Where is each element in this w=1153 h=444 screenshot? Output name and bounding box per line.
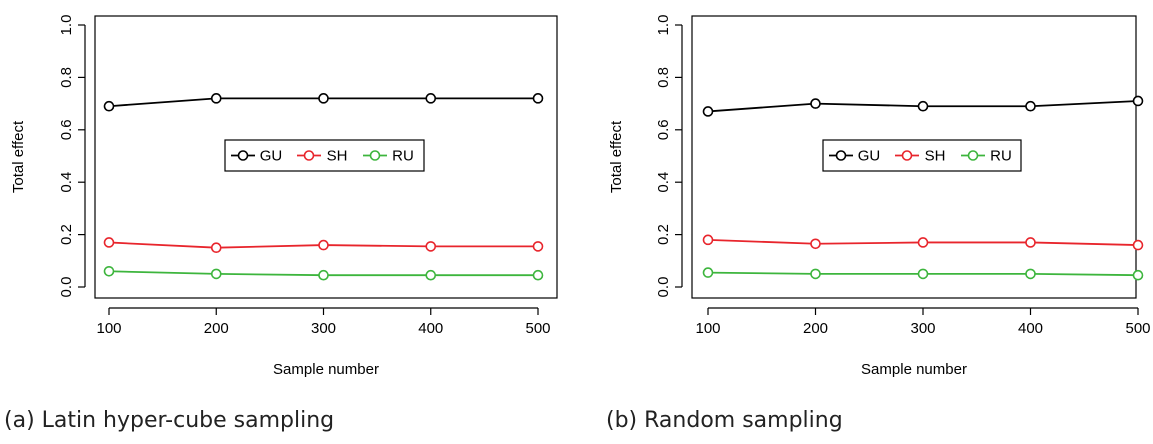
legend-label-ru: RU bbox=[990, 148, 1012, 165]
data-point-sh-1 bbox=[810, 238, 821, 250]
chart-a-caption: (a) Latin hyper-cube sampling bbox=[4, 408, 335, 433]
x-tick-label: 200 bbox=[204, 320, 229, 337]
data-point-gu-4 bbox=[1132, 95, 1144, 107]
data-point-gu-1 bbox=[210, 93, 222, 104]
legend-marker-ru bbox=[967, 150, 979, 161]
plot-frame bbox=[691, 15, 1137, 299]
data-point-ru-3 bbox=[1025, 268, 1036, 280]
y-axis-title: Total effect bbox=[608, 120, 625, 193]
legend-marker-ru bbox=[369, 150, 381, 161]
data-point-sh-0 bbox=[103, 237, 115, 248]
chart-panel-a: 100 200 300 400 500 0.0 0.2 0.4 0.6 0.8 1.0 Sample … bbox=[0, 0, 576, 444]
legend-label-ru: RU bbox=[392, 148, 414, 165]
legend: GU SH RU bbox=[224, 139, 425, 172]
legend-frame bbox=[822, 139, 1022, 172]
data-point-gu-1 bbox=[810, 98, 821, 109]
y-axis-title: Total effect bbox=[10, 120, 27, 193]
data-point-gu-4 bbox=[532, 93, 544, 104]
data-point-ru-3 bbox=[425, 269, 437, 281]
data-point-sh-0 bbox=[702, 234, 714, 246]
legend-label-gu: GU bbox=[858, 148, 881, 165]
x-axis-title: Sample number bbox=[273, 361, 379, 378]
x-tick-label: 400 bbox=[418, 320, 443, 337]
data-point-gu-3 bbox=[425, 93, 437, 104]
x-tick-label: 400 bbox=[1018, 320, 1043, 337]
y-tick-label: 0.6 bbox=[58, 119, 75, 140]
data-point-sh-2 bbox=[318, 239, 329, 251]
data-point-sh-3 bbox=[1025, 237, 1036, 248]
chart-b-svg: 100 200 300 400 500 0.0 0.2 0.4 0.6 0.8 1.0 Sample … bbox=[608, 15, 1151, 378]
data-point-sh-3 bbox=[425, 241, 437, 252]
data-point-ru-2 bbox=[917, 268, 929, 280]
data-point-gu-0 bbox=[103, 100, 115, 112]
x-tick-label: 100 bbox=[695, 320, 720, 337]
y-tick-label: 0.8 bbox=[58, 67, 75, 88]
y-tick-label: 0.6 bbox=[655, 119, 672, 140]
legend: GU SH RU bbox=[822, 139, 1022, 172]
legend-label-sh: SH bbox=[925, 148, 946, 165]
data-point-sh-4 bbox=[532, 241, 544, 252]
y-tick-label: 0.4 bbox=[655, 172, 672, 193]
data-point-sh-1 bbox=[210, 242, 222, 253]
chart-b-caption: (b) Random sampling bbox=[606, 408, 843, 433]
data-point-sh-4 bbox=[1132, 239, 1144, 251]
y-tick-label: 0.0 bbox=[58, 277, 75, 298]
x-tick-label: 300 bbox=[311, 320, 336, 337]
data-point-gu-2 bbox=[917, 100, 929, 112]
y-tick-label: 1.0 bbox=[58, 15, 75, 36]
x-axis-title: Sample number bbox=[861, 361, 967, 378]
legend-label-sh: SH bbox=[327, 148, 348, 165]
data-point-ru-0 bbox=[103, 265, 115, 277]
y-tick-label: 0.2 bbox=[58, 224, 75, 245]
x-tick-label: 500 bbox=[525, 320, 550, 337]
y-tick-label: 0.8 bbox=[655, 67, 672, 88]
x-tick-label: 300 bbox=[910, 320, 935, 337]
data-point-sh-2 bbox=[917, 237, 929, 248]
data-point-ru-2 bbox=[318, 269, 329, 281]
data-point-gu-0 bbox=[702, 106, 714, 117]
y-tick-label: 1.0 bbox=[655, 15, 672, 36]
data-point-gu-3 bbox=[1025, 100, 1036, 112]
y-tick-label: 0.0 bbox=[655, 277, 672, 298]
data-point-ru-1 bbox=[210, 268, 222, 280]
legend-marker-sh bbox=[303, 150, 315, 161]
legend-label-gu: GU bbox=[260, 148, 283, 165]
y-tick-label: 0.2 bbox=[655, 224, 672, 245]
legend-marker-gu bbox=[835, 150, 847, 161]
data-point-ru-4 bbox=[1132, 269, 1144, 281]
data-point-ru-1 bbox=[810, 268, 821, 280]
data-point-gu-2 bbox=[318, 93, 329, 104]
x-tick-label: 500 bbox=[1125, 320, 1150, 337]
chart-panel-b: 100 200 300 400 500 0.0 0.2 0.4 0.6 0.8 1.0 Sample … bbox=[598, 0, 1153, 444]
data-point-ru-4 bbox=[532, 269, 544, 281]
chart-a-svg: 100 200 300 400 500 0.0 0.2 0.4 0.6 0.8 1.0 Sample … bbox=[10, 15, 558, 378]
legend-marker-gu bbox=[237, 150, 249, 161]
y-tick-label: 0.4 bbox=[58, 172, 75, 193]
x-tick-label: 100 bbox=[96, 320, 121, 337]
data-point-ru-0 bbox=[702, 267, 714, 278]
plot-frame bbox=[94, 15, 558, 299]
legend-marker-sh bbox=[901, 150, 913, 161]
x-tick-label: 200 bbox=[803, 320, 828, 337]
legend-frame bbox=[224, 139, 425, 172]
